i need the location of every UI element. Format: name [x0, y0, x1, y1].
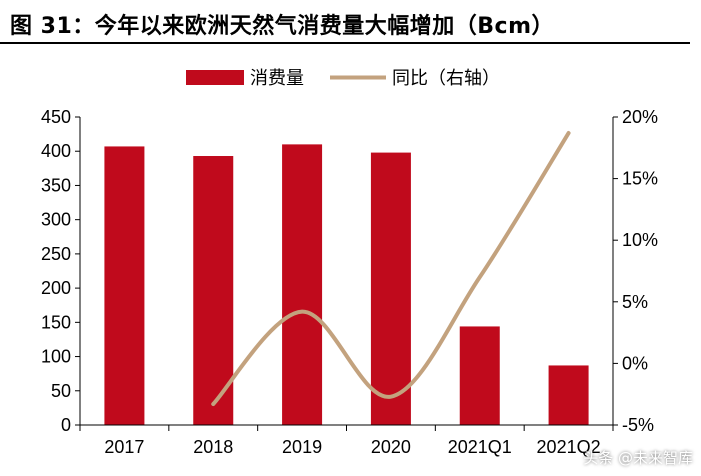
y2-tick-label: 0%	[622, 353, 648, 373]
y-tick-label: 50	[51, 381, 71, 401]
legend-label-line: 同比（右轴）	[392, 68, 500, 89]
y-tick-label: 100	[41, 347, 71, 367]
x-tick-label: 2020	[371, 437, 411, 457]
y-tick-label: 250	[41, 244, 71, 264]
y2-tick-label: 15%	[622, 169, 658, 189]
y-tick-label: 150	[41, 312, 71, 332]
y-tick-label: 450	[41, 107, 71, 127]
watermark: 头条 @未来智库	[583, 449, 693, 467]
bar	[370, 152, 411, 425]
y-tick-label: 400	[41, 141, 71, 161]
x-tick-label: 2019	[282, 437, 322, 457]
bar	[548, 365, 589, 425]
x-tick-label: 2018	[193, 437, 233, 457]
y-tick-label: 0	[61, 415, 71, 435]
legend-swatch-bar	[186, 70, 244, 85]
y2-tick-label: 10%	[622, 230, 658, 250]
y2-tick-label: -5%	[622, 415, 654, 435]
chart-title: 图 31：今年以来欧洲天然气消费量大幅增加（Bcm）	[10, 14, 555, 39]
bar	[459, 326, 500, 425]
x-tick-label: 2017	[104, 437, 144, 457]
bar	[104, 146, 145, 426]
title-rule	[0, 42, 690, 44]
legend-label-bar: 消费量	[250, 68, 304, 89]
y-tick-label: 350	[41, 175, 71, 195]
bar	[193, 156, 234, 425]
y2-tick-label: 20%	[622, 107, 658, 127]
series-line	[211, 131, 571, 407]
bar	[282, 144, 323, 425]
y-tick-label: 300	[41, 210, 71, 230]
x-tick-label: 2021Q2	[537, 437, 601, 457]
x-tick-label: 2021Q1	[448, 437, 512, 457]
y2-tick-label: 5%	[622, 292, 648, 312]
y-tick-label: 200	[41, 278, 71, 298]
